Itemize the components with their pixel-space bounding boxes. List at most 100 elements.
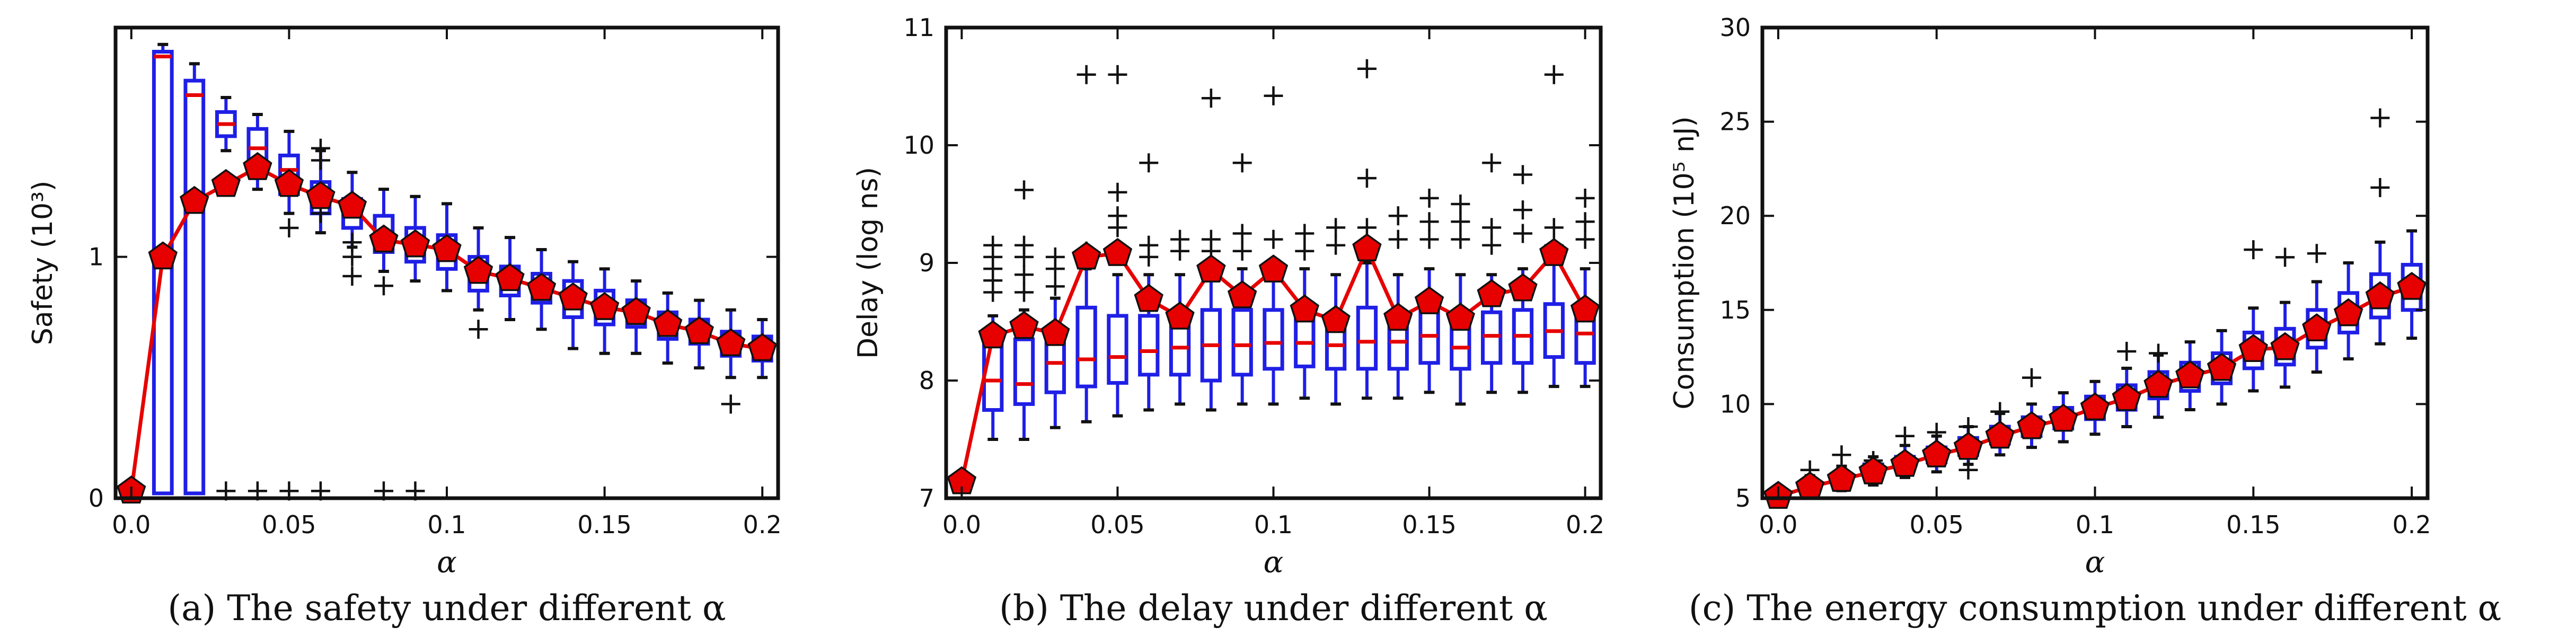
x-tick-label: 0.2 [2393, 510, 2431, 539]
x-axis-label: α [437, 545, 457, 580]
y-tick-label: 25 [1719, 108, 1751, 136]
mean-marker-18 [684, 316, 714, 344]
chart-caption: (a) The safety under different α [167, 588, 726, 629]
mean-marker-11 [463, 255, 493, 284]
outlier-49 [1482, 235, 1502, 255]
outlier-10 [1045, 277, 1065, 296]
y-axis-label: Delay (log ns) [852, 167, 884, 359]
x-axis-label: α [1264, 545, 1284, 580]
outlier-30 [1264, 86, 1283, 105]
outlier-14 [2370, 108, 2390, 128]
x-tick-label: 0.05 [262, 510, 316, 539]
outlier-58 [1575, 229, 1595, 249]
outlier-43 [1419, 229, 1439, 249]
outlier-48 [1482, 218, 1502, 237]
y-tick-label: 30 [1719, 13, 1751, 42]
mean-marker-7 [337, 190, 367, 219]
box-11 [1294, 267, 1316, 400]
x-tick-label: 0.2 [743, 510, 782, 539]
mean-marker-12 [1321, 305, 1351, 333]
y-tick-label: 10 [1719, 390, 1751, 418]
box-14 [1387, 273, 1409, 400]
box-iqr [183, 78, 206, 496]
outlier-11 [2244, 240, 2263, 260]
box-20 [1574, 267, 1596, 388]
outlier-42 [1419, 212, 1439, 232]
box-3 [215, 96, 237, 153]
mean-marker-11 [2112, 383, 2141, 411]
outlier-37 [1357, 169, 1377, 188]
x-axis-label: α [2085, 545, 2105, 580]
chart-panel-3: 0.0 0.05 0.1 0.15 0.2 5 10 15 20 25 30 α Consumption… [1669, 13, 2501, 629]
mean-marker-20 [1570, 294, 1600, 323]
axes-frame [113, 25, 780, 500]
outlier-29 [1232, 241, 1252, 261]
y-tick-label: 15 [1719, 296, 1751, 324]
outlier-4 [1927, 422, 1946, 442]
y-tick-label: 11 [903, 13, 934, 42]
outlier-16 [721, 394, 740, 414]
outlier-32 [1295, 224, 1315, 243]
outlier-9 [1014, 180, 1034, 200]
box-4 [1075, 267, 1097, 423]
outlier-6 [1014, 265, 1034, 285]
outlier-54 [1544, 218, 1564, 237]
outlier-8 [2022, 368, 2041, 387]
box-iqr [1138, 314, 1160, 377]
x-tick-label: 0.0 [112, 510, 151, 539]
mean-marker-14 [558, 282, 588, 311]
mean-marker-5 [1921, 439, 1952, 467]
mean-marker-16 [2270, 332, 2300, 360]
outlier-10 [2149, 343, 2168, 363]
mean-marker-16 [1445, 303, 1476, 331]
outlier-18 [1108, 218, 1127, 237]
outlier-53 [1544, 65, 1564, 84]
outlier-41 [1419, 188, 1439, 208]
outlier-23 [1170, 229, 1190, 249]
y-tick-label: 5 [1735, 484, 1751, 513]
box-19 [1543, 261, 1565, 388]
chart-caption: (b) The delay under different α [999, 588, 1548, 629]
chart-caption: (c) The energy consumption under differe… [1689, 588, 2501, 629]
outlier-8 [1014, 235, 1034, 255]
outlier-19 [1139, 153, 1159, 173]
mean-marker-1 [978, 320, 1008, 349]
outlier-45 [1451, 212, 1470, 232]
chart-panel-2: 0.0 0.05 0.1 0.15 0.2 7 8 9 10 11 α Delay (log ns) (… [852, 13, 1604, 629]
x-tick-label: 0.15 [2226, 510, 2280, 539]
outlier-57 [1575, 212, 1595, 232]
mean-marker-5 [274, 169, 304, 197]
mean-marker-17 [652, 308, 683, 337]
outlier-13 [2307, 244, 2326, 263]
x-tick-label: 0.15 [577, 510, 631, 539]
y-tick-label: 9 [919, 249, 934, 277]
x-tick-label: 0.1 [1254, 510, 1293, 539]
y-tick-label: 0 [89, 484, 104, 513]
outlier-36 [1357, 59, 1377, 78]
mean-marker-17 [2302, 313, 2332, 341]
outlier-12 [1045, 247, 1065, 267]
mean-marker-17 [1477, 279, 1506, 307]
box-iqr [1107, 314, 1128, 385]
mean-marker-8 [1196, 254, 1226, 282]
box-13 [1356, 261, 1378, 400]
mean-marker-6 [1134, 284, 1163, 312]
x-tick-label: 0.15 [1402, 510, 1456, 539]
box-iqr [1013, 337, 1035, 406]
mean-marker-9 [1227, 280, 1257, 308]
outlier-4 [983, 235, 1003, 255]
box-iqr [152, 50, 174, 496]
mean-marker-20 [747, 333, 777, 361]
outlier-35 [1326, 235, 1346, 255]
outlier-24 [1201, 89, 1221, 108]
outlier-46 [1451, 229, 1470, 249]
outlier-12 [2275, 248, 2295, 267]
y-axis-label: Safety (10³) [27, 181, 59, 345]
outlier-31 [1264, 229, 1283, 249]
outlier-26 [1201, 229, 1221, 249]
mean-marker-5 [1102, 238, 1133, 266]
mean-marker-9 [2049, 403, 2078, 432]
mean-marker-9 [400, 229, 430, 258]
outlier-14 [374, 276, 393, 296]
outlier-5 [1014, 282, 1034, 302]
